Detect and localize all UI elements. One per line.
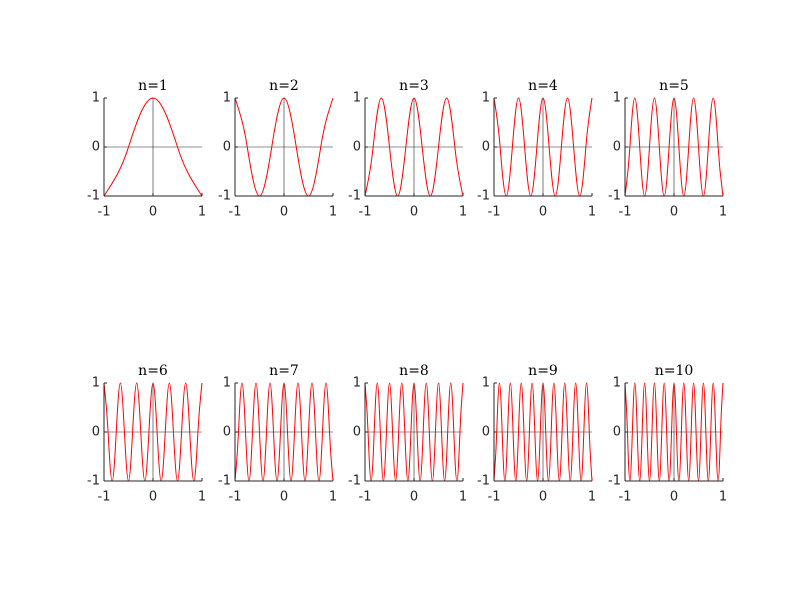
x-tick-label: 0 [149, 205, 157, 220]
y-tick-label: 0 [92, 425, 100, 440]
line-series [493, 97, 593, 197]
subplot-title: n=7 [269, 363, 299, 379]
x-tick-label: 0 [280, 490, 288, 505]
x-tick-label: 1 [459, 205, 467, 220]
x-tick-label: -1 [359, 490, 372, 505]
x-tick-label: 0 [670, 490, 678, 505]
subplot: n=5 -1 0 1 -1 0 1 [608, 78, 727, 220]
subplot: n=7 -1 0 1 -1 0 1 [218, 363, 337, 505]
subplot: n=4 -1 0 1 -1 0 1 [477, 78, 596, 220]
x-tick-label: 1 [719, 490, 727, 505]
subplot: n=10 -1 0 1 -1 0 1 [608, 363, 727, 505]
y-tick-label: 0 [613, 425, 621, 440]
x-tick-label: 0 [670, 205, 678, 220]
subplot-title: n=6 [138, 363, 168, 379]
x-tick-label: -1 [488, 205, 501, 220]
subplot-title: n=10 [655, 363, 694, 379]
line-series [103, 97, 203, 197]
subplot: n=3 -1 0 1 -1 0 1 [348, 78, 467, 220]
y-tick-label: -1 [477, 474, 490, 489]
x-tick-label: -1 [98, 490, 111, 505]
x-tick-label: -1 [619, 205, 632, 220]
subplot: n=6 -1 0 1 -1 0 1 [87, 363, 206, 505]
y-tick-label: 1 [613, 376, 621, 391]
line-series [624, 382, 724, 482]
x-tick-label: 1 [329, 490, 337, 505]
x-tick-label: 1 [329, 205, 337, 220]
x-tick-label: 1 [459, 490, 467, 505]
line-series [234, 382, 334, 482]
x-tick-label: -1 [229, 490, 242, 505]
line-series [103, 382, 203, 482]
subplot-title: n=5 [659, 78, 689, 94]
subplot: n=1 -1 0 1 -1 0 1 [87, 78, 206, 220]
y-tick-label: 1 [92, 91, 100, 106]
y-tick-label: 0 [613, 140, 621, 155]
x-tick-label: 0 [410, 490, 418, 505]
x-tick-label: 0 [149, 490, 157, 505]
y-tick-label: 0 [482, 425, 490, 440]
line-series [624, 97, 724, 197]
line-series [493, 382, 593, 482]
y-tick-label: 1 [353, 91, 361, 106]
y-tick-label: -1 [608, 474, 621, 489]
x-tick-label: 0 [410, 205, 418, 220]
y-tick-label: -1 [348, 474, 361, 489]
subplot: n=8 -1 0 1 -1 0 1 [348, 363, 467, 505]
y-tick-label: 0 [223, 140, 231, 155]
y-tick-label: -1 [218, 189, 231, 204]
x-tick-label: 1 [198, 205, 206, 220]
subplot-title: n=8 [399, 363, 429, 379]
y-tick-label: 1 [482, 376, 490, 391]
x-tick-label: 1 [588, 205, 596, 220]
x-tick-label: 0 [280, 205, 288, 220]
subplot-title: n=9 [528, 363, 558, 379]
y-tick-label: 1 [223, 376, 231, 391]
y-tick-label: -1 [218, 474, 231, 489]
y-tick-label: 1 [353, 376, 361, 391]
y-tick-label: -1 [87, 189, 100, 204]
subplot-title: n=2 [269, 78, 299, 94]
line-series [234, 97, 334, 197]
x-tick-label: 1 [588, 490, 596, 505]
y-tick-label: 0 [353, 425, 361, 440]
y-tick-label: -1 [477, 189, 490, 204]
y-tick-label: -1 [348, 189, 361, 204]
line-series [364, 97, 464, 197]
y-tick-label: 1 [482, 91, 490, 106]
y-tick-label: 0 [92, 140, 100, 155]
y-tick-label: 0 [482, 140, 490, 155]
y-tick-label: 1 [92, 376, 100, 391]
subplot-title: n=4 [528, 78, 558, 94]
x-tick-label: 0 [539, 490, 547, 505]
x-tick-label: -1 [98, 205, 111, 220]
subplot-title: n=1 [138, 78, 168, 94]
x-tick-label: 1 [719, 205, 727, 220]
subplot: n=2 -1 0 1 -1 0 1 [218, 78, 337, 220]
y-tick-label: -1 [87, 474, 100, 489]
y-tick-label: 1 [223, 91, 231, 106]
subplot: n=9 -1 0 1 -1 0 1 [477, 363, 596, 505]
x-tick-label: -1 [619, 490, 632, 505]
subplot-title: n=3 [399, 78, 429, 94]
y-tick-label: 1 [613, 91, 621, 106]
x-tick-label: -1 [359, 205, 372, 220]
x-tick-label: 0 [539, 205, 547, 220]
y-tick-label: 0 [223, 425, 231, 440]
x-tick-label: -1 [229, 205, 242, 220]
x-tick-label: 1 [198, 490, 206, 505]
x-tick-label: -1 [488, 490, 501, 505]
y-tick-label: 0 [353, 140, 361, 155]
line-series [364, 382, 464, 482]
y-tick-label: -1 [608, 189, 621, 204]
